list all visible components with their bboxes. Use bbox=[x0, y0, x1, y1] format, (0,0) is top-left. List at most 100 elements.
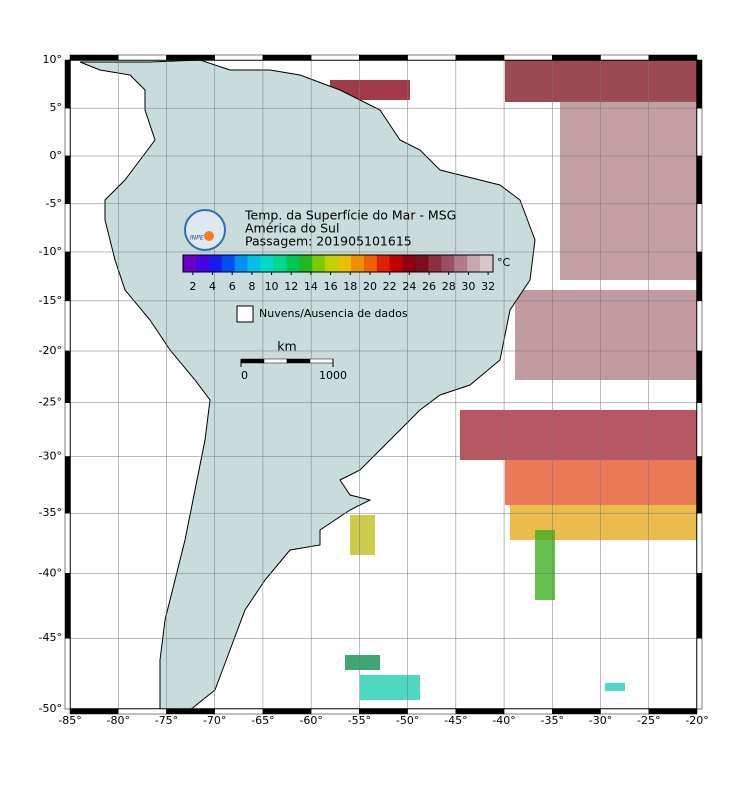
lon-tick-label: -65° bbox=[251, 714, 274, 727]
axis-labels: -85° -80° -75° -70° -65° -60° -55° -50° -45° -40°… bbox=[39, 53, 709, 727]
frame-segment bbox=[64, 203, 71, 253]
colorbar-swatch bbox=[376, 255, 391, 272]
lon-tick-label: -30° bbox=[589, 714, 612, 727]
lat-tick-label: -40° bbox=[39, 566, 62, 579]
colorbar-swatch bbox=[195, 255, 210, 272]
sst-patch bbox=[360, 675, 420, 700]
lon-tick-label: -70° bbox=[203, 714, 226, 727]
scale-bar: 0 1000 bbox=[240, 358, 347, 382]
colorbar-swatch bbox=[325, 255, 339, 272]
colorbar: 2 4 6 8 10 12 14 16 18 20 22 24 26 28 30 32 bbox=[182, 254, 495, 293]
frame-segment bbox=[64, 107, 71, 157]
frame-segment bbox=[262, 54, 312, 61]
lat-tick-label: -10° bbox=[39, 245, 62, 258]
frame-segment bbox=[696, 107, 703, 157]
colorbar-swatch bbox=[402, 255, 416, 272]
pass-time: Passagem: 201905101615 bbox=[245, 234, 412, 249]
colorbar-tick-label: 4 bbox=[209, 280, 216, 293]
colorbar-tick-label: 2 bbox=[189, 280, 196, 293]
frame-segment bbox=[696, 350, 703, 403]
colorbar-swatch bbox=[299, 255, 313, 272]
sst-patch bbox=[460, 410, 697, 460]
colorbar-tick-label: 32 bbox=[481, 280, 495, 293]
sst-patch bbox=[515, 290, 697, 380]
lon-tick-label: -80° bbox=[106, 714, 129, 727]
frame-segment bbox=[407, 54, 457, 61]
frame-segment bbox=[64, 155, 71, 205]
legend-panel: INPE Temp. da Superfície do Mar - MSG Am… bbox=[182, 208, 511, 382]
colorbar-tick-label: 14 bbox=[304, 280, 318, 293]
sst-patch bbox=[535, 530, 555, 600]
lat-tick-label: -25° bbox=[39, 396, 62, 409]
lat-tick-label: -15° bbox=[39, 294, 62, 307]
colorbar-swatch bbox=[338, 255, 352, 272]
colorbar-swatch bbox=[260, 255, 274, 272]
colorbar-swatch bbox=[221, 255, 236, 272]
colorbar-tick-label: 24 bbox=[402, 280, 416, 293]
frame-segment bbox=[696, 637, 703, 710]
colorbar-swatch bbox=[389, 255, 404, 272]
colorbar-unit: °C bbox=[497, 256, 511, 269]
frame-segment bbox=[64, 300, 71, 352]
frame-segment bbox=[64, 251, 71, 302]
lon-tick-label: -85° bbox=[58, 714, 81, 727]
colorbar-swatch bbox=[234, 255, 249, 272]
lon-tick-label: -75° bbox=[155, 714, 178, 727]
frame-segment bbox=[64, 512, 71, 574]
logo-text: INPE bbox=[190, 235, 204, 242]
frame-segment bbox=[166, 54, 215, 61]
frame-segment bbox=[503, 54, 553, 61]
frame-segment bbox=[214, 54, 264, 61]
colorbar-tick-label: 16 bbox=[324, 280, 338, 293]
sst-patch bbox=[345, 655, 380, 670]
lon-tick-label: -35° bbox=[541, 714, 564, 727]
colorbar-swatch bbox=[350, 255, 365, 272]
lat-tick-label: -45° bbox=[39, 631, 62, 644]
colorbar-tick-label: 28 bbox=[442, 280, 456, 293]
sst-field bbox=[330, 60, 697, 700]
colorbar-swatch bbox=[208, 255, 223, 272]
lon-tick-label: -60° bbox=[299, 714, 322, 727]
frame-segment bbox=[696, 573, 703, 639]
lat-tick-label: 0° bbox=[50, 149, 63, 162]
frame-segment bbox=[696, 155, 703, 205]
colorbar-swatch bbox=[467, 255, 481, 272]
frame-segment bbox=[648, 708, 698, 715]
colorbar-swatch bbox=[273, 255, 287, 272]
frame-segment bbox=[359, 54, 408, 61]
colorbar-tick-label: 18 bbox=[343, 280, 357, 293]
no-data-swatch bbox=[236, 305, 254, 323]
frame-segment bbox=[696, 512, 703, 574]
frame-segment bbox=[696, 402, 703, 457]
no-data-label: Nuvens/Ausencia de dados bbox=[259, 307, 408, 320]
scale-label: 0 bbox=[241, 369, 248, 382]
lat-tick-label: 10° bbox=[43, 53, 63, 66]
colorbar-tick-label: 6 bbox=[229, 280, 236, 293]
frame-segment bbox=[696, 251, 703, 302]
colorbar-swatch bbox=[286, 255, 300, 272]
title: Temp. da Superfície do Mar - MSG bbox=[244, 208, 456, 223]
region: América do Sul bbox=[245, 221, 339, 236]
frame-segment bbox=[64, 402, 71, 457]
lat-tick-label: -5° bbox=[46, 197, 62, 210]
frame-segment bbox=[64, 456, 71, 514]
logo bbox=[184, 209, 226, 251]
frame-segment bbox=[696, 456, 703, 514]
frame-segment bbox=[64, 59, 71, 109]
colorbar-swatch bbox=[183, 255, 197, 272]
frame-segment bbox=[648, 54, 698, 61]
colorbar-tick-label: 8 bbox=[248, 280, 255, 293]
colorbar-swatch bbox=[312, 255, 326, 272]
logo-sun bbox=[204, 231, 214, 241]
lat-tick-label: -50° bbox=[39, 702, 62, 715]
frame-segment bbox=[64, 573, 71, 639]
frame-segment bbox=[64, 637, 71, 710]
sst-patch bbox=[605, 683, 625, 691]
lon-tick-label: -55° bbox=[348, 714, 371, 727]
scale-segment bbox=[263, 358, 288, 364]
sst-patch bbox=[350, 515, 375, 555]
frame-segment bbox=[696, 300, 703, 352]
lat-tick-label: -30° bbox=[39, 450, 62, 463]
frame-segment bbox=[69, 54, 119, 61]
